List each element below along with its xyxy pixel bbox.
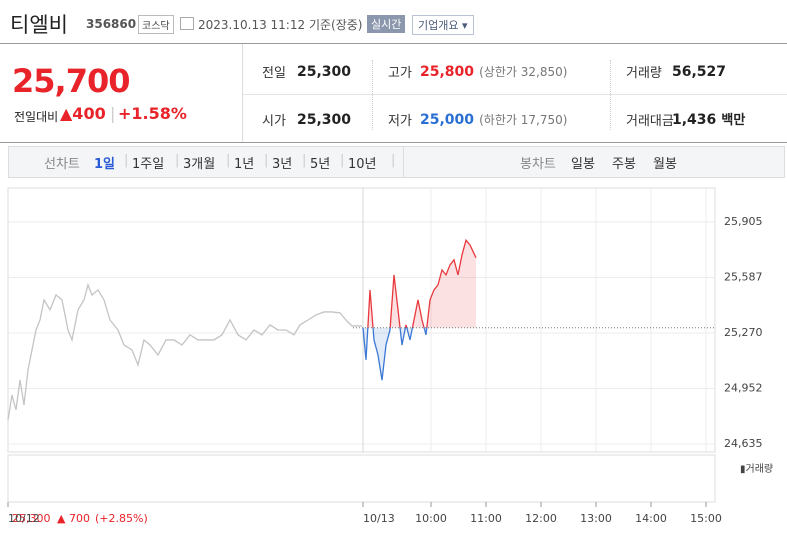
stock-name: 티엘비 bbox=[10, 13, 68, 37]
stat-label: 고가 bbox=[388, 66, 412, 81]
tab-bar bbox=[8, 146, 785, 178]
value: 25,300 bbox=[297, 112, 352, 128]
period-tab[interactable]: 1년 bbox=[234, 157, 255, 172]
value: 1,436 bbox=[672, 112, 717, 128]
market-badge: 코스닥 bbox=[138, 15, 174, 34]
volume-legend: ▮거래량 bbox=[740, 463, 773, 475]
tab-separator: | bbox=[391, 153, 396, 168]
stat-label: 거래량 bbox=[626, 66, 662, 81]
tab-separator: | bbox=[226, 153, 231, 168]
value: 56,527 bbox=[672, 64, 727, 80]
value: 25,000 bbox=[420, 112, 475, 128]
tab-separator: | bbox=[340, 153, 345, 168]
current-price: 25,700 bbox=[12, 62, 130, 100]
candle-tab[interactable]: 일봉 bbox=[571, 157, 595, 172]
stat-value: 25,000 (하한가 17,750) bbox=[420, 109, 567, 128]
y-tick-label: 24,952 bbox=[724, 382, 763, 395]
x-tick-label: 14:00 bbox=[635, 512, 667, 525]
period-tab[interactable]: 10년 bbox=[348, 157, 377, 172]
stat-value: 1,436 백만 bbox=[672, 109, 745, 128]
y-tick-label: 24,635 bbox=[724, 437, 763, 450]
change: ▲400 bbox=[60, 104, 106, 123]
value: 25,800 bbox=[420, 64, 475, 80]
stat-value: 56,527 bbox=[672, 61, 726, 80]
stat-label: 거래대금 bbox=[626, 114, 674, 129]
stat-label: 시가 bbox=[262, 114, 286, 129]
period-tab[interactable]: 3개월 bbox=[183, 157, 216, 172]
realtime-button[interactable]: 실시간 bbox=[367, 15, 406, 33]
x-tick-label: 10/13 bbox=[363, 512, 395, 525]
period-tab[interactable]: 5년 bbox=[310, 157, 331, 172]
x-tick-label: 12:00 bbox=[525, 512, 557, 525]
limit-note: (하한가 17,750) bbox=[479, 113, 568, 127]
status: 기준(장중) bbox=[308, 18, 363, 32]
plot-frame bbox=[7, 187, 716, 453]
footer-rate: (+2.85%) bbox=[95, 512, 148, 525]
stat-value: 25,300 bbox=[297, 61, 351, 80]
footer-price: 25,300 bbox=[12, 512, 51, 525]
tab-group-label: 선차트 bbox=[44, 157, 80, 172]
stat-value: 25,800 (상한가 32,850) bbox=[420, 61, 567, 80]
divider bbox=[0, 43, 787, 44]
price-line bbox=[7, 282, 362, 421]
col-divider bbox=[610, 60, 611, 130]
unit: 백만 bbox=[721, 113, 746, 128]
period-tab[interactable]: 3년 bbox=[272, 157, 293, 172]
tab-group-label: 봉차트 bbox=[520, 157, 556, 172]
stat-value: 25,300 bbox=[297, 109, 351, 128]
tab-separator: | bbox=[124, 153, 129, 168]
footer-change: ▲ 700 bbox=[57, 512, 90, 525]
candle-tab[interactable]: 주봉 bbox=[612, 157, 636, 172]
company-info-button[interactable]: 기업개요 ▾ bbox=[412, 15, 474, 35]
separator: | bbox=[110, 104, 116, 123]
x-tick-label: 13:00 bbox=[580, 512, 612, 525]
period-tab[interactable]: 1일 bbox=[94, 157, 116, 172]
time: 2023.10.13 11:12 bbox=[198, 18, 306, 32]
timestamp: 2023.10.13 11:12 기준(장중) bbox=[198, 16, 362, 33]
volume-frame bbox=[7, 454, 716, 503]
price-box bbox=[8, 44, 243, 142]
stock-code: 356860 bbox=[86, 17, 137, 31]
value: 25,300 bbox=[297, 64, 352, 80]
row-divider bbox=[243, 94, 787, 95]
y-tick-label: 25,587 bbox=[724, 271, 763, 284]
tab-separator: | bbox=[264, 153, 269, 168]
change-label: 전일대비 bbox=[14, 110, 59, 124]
tab-separator: | bbox=[175, 153, 180, 168]
x-tick-label: 11:00 bbox=[470, 512, 502, 525]
tab-separator: | bbox=[302, 153, 307, 168]
col-divider bbox=[372, 60, 373, 130]
limit-note: (상한가 32,850) bbox=[479, 65, 568, 79]
tab-divider bbox=[403, 146, 404, 178]
x-tick-label: 10:00 bbox=[415, 512, 447, 525]
period-tab[interactable]: 1주일 bbox=[132, 157, 165, 172]
divider bbox=[0, 142, 787, 143]
x-tick-label: 10/12 bbox=[8, 512, 40, 525]
stat-label: 전일 bbox=[262, 66, 286, 81]
candle-tab[interactable]: 월봉 bbox=[653, 157, 677, 172]
change-rate: +1.58% bbox=[118, 104, 187, 123]
price-line bbox=[362, 238, 477, 381]
calendar-icon bbox=[180, 17, 194, 30]
stat-label: 저가 bbox=[388, 114, 412, 129]
y-tick-label: 25,905 bbox=[724, 215, 763, 228]
x-tick-label: 15:00 bbox=[690, 512, 722, 525]
y-tick-label: 25,270 bbox=[724, 326, 763, 339]
